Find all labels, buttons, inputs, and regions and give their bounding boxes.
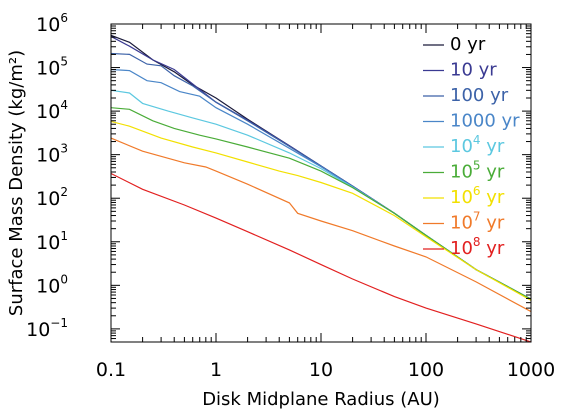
series-lines [111,34,531,342]
series-line-5 [111,107,531,300]
y-axis-title: Surface Mass Density (kg/m²) [6,50,27,316]
legend-label: 108 yr [450,235,505,259]
y-tick-label: 100 [36,272,68,297]
y-tick-label: 10−1 [26,316,68,341]
series-line-8 [111,172,531,342]
x-tick-label: 100 [408,359,444,381]
y-tick-label: 103 [36,142,68,167]
legend-label: 10 yr [450,60,497,81]
x-axis-title: Disk Midplane Radius (AU) [202,389,440,410]
legend-label: 104 yr [450,133,505,157]
x-tick-label: 0.1 [96,359,126,381]
legend-label: 105 yr [450,159,505,183]
legend-label: 0 yr [450,34,486,55]
legend-label: 100 yr [450,85,509,106]
y-tick-label: 102 [36,185,68,210]
y-tick-label: 106 [36,11,68,36]
x-tick-label: 1 [210,359,222,381]
series-line-6 [111,120,531,301]
legend-label: 1000 yr [450,111,520,132]
y-tick-label: 101 [36,229,68,254]
y-tick-label: 105 [36,55,68,80]
x-tick-label: 10 [309,359,333,381]
y-tick-label: 104 [36,98,68,123]
legend-label: 106 yr [450,184,505,208]
series-line-7 [111,137,531,313]
x-tick-label: 1000 [507,359,555,381]
legend-label: 107 yr [450,210,505,234]
